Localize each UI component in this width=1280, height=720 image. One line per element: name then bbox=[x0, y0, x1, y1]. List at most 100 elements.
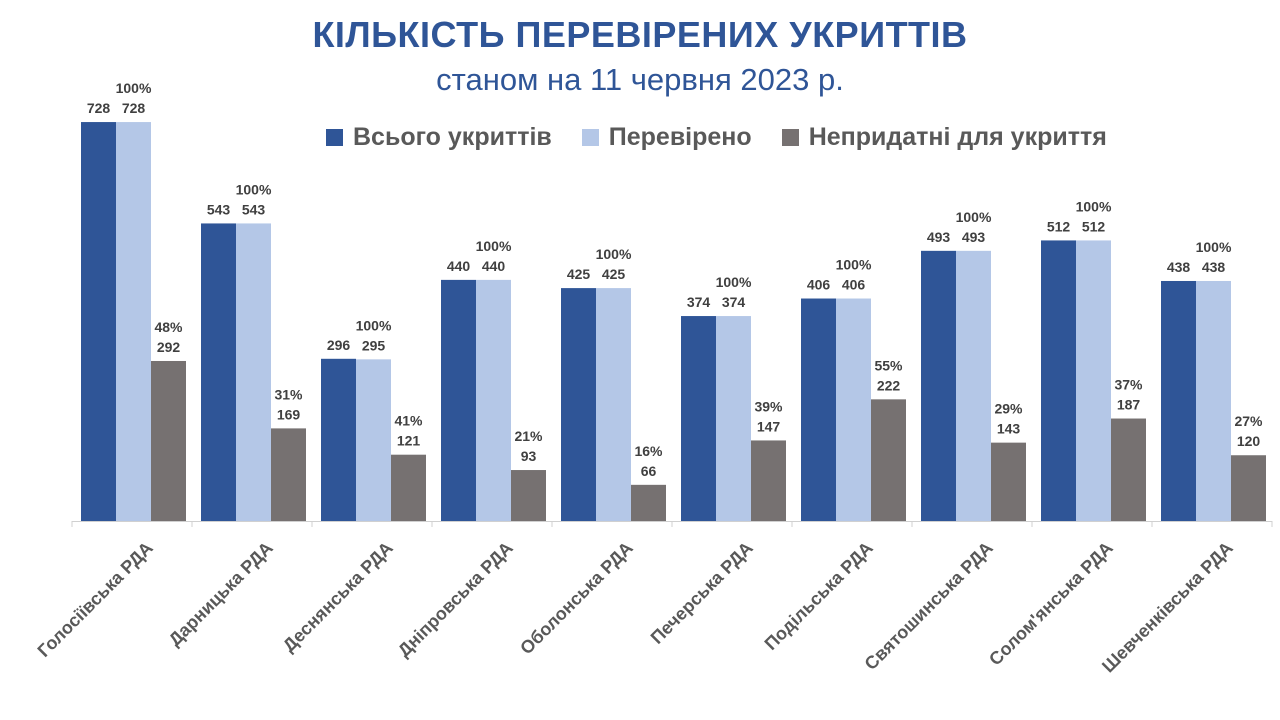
percent-label-unfit: 16% bbox=[634, 443, 663, 459]
data-label-checked: 512 bbox=[1082, 218, 1106, 234]
data-label-unfit: 143 bbox=[997, 421, 1021, 437]
percent-label-checked: 100% bbox=[836, 257, 872, 273]
data-label-total: 543 bbox=[207, 201, 231, 217]
data-label-unfit: 292 bbox=[157, 339, 181, 355]
percent-label-checked: 100% bbox=[1196, 239, 1232, 255]
data-label-checked: 438 bbox=[1202, 259, 1226, 275]
legend-label-total: Всього укриттів bbox=[353, 122, 552, 151]
data-label-checked: 493 bbox=[962, 229, 986, 245]
data-label-total: 406 bbox=[807, 277, 831, 293]
x-tick-label: Оболонська РДА bbox=[516, 538, 637, 659]
percent-label-checked: 100% bbox=[356, 317, 392, 333]
bar-unfit bbox=[151, 360, 186, 521]
data-label-checked: 543 bbox=[242, 201, 266, 217]
data-label-unfit: 187 bbox=[1117, 397, 1141, 413]
data-label-checked: 374 bbox=[722, 294, 746, 310]
percent-label-checked: 100% bbox=[1076, 198, 1112, 214]
data-label-total: 493 bbox=[927, 229, 951, 245]
percent-label-checked: 100% bbox=[116, 80, 152, 96]
x-tick-label: Голосіївська РДА bbox=[34, 538, 157, 661]
data-label-total: 512 bbox=[1047, 218, 1071, 234]
bar-checked bbox=[476, 279, 511, 521]
percent-label-unfit: 41% bbox=[394, 413, 423, 429]
chart-title: КІЛЬКІСТЬ ПЕРЕВІРЕНИХ УКРИТТІВ bbox=[312, 14, 968, 55]
bar-total bbox=[1041, 240, 1076, 521]
legend-label-unfit: Непридатні для укриття bbox=[808, 122, 1107, 151]
data-label-unfit: 222 bbox=[877, 377, 901, 393]
bar-total bbox=[81, 122, 116, 521]
x-tick-label: Шевченківська РДА bbox=[1098, 538, 1237, 677]
bar-checked bbox=[836, 298, 871, 521]
bar-total bbox=[201, 223, 236, 521]
data-label-checked: 728 bbox=[122, 100, 146, 116]
bar-total bbox=[801, 298, 836, 521]
bar-checked bbox=[956, 250, 991, 521]
x-tick-label: Печерська РДА bbox=[647, 538, 757, 648]
bar-unfit bbox=[1231, 455, 1266, 521]
percent-label-checked: 100% bbox=[596, 246, 632, 262]
x-tick-label: Подільська РДА bbox=[761, 538, 877, 654]
bar-unfit bbox=[1111, 418, 1146, 521]
data-label-unfit: 169 bbox=[277, 406, 301, 422]
data-label-total: 438 bbox=[1167, 259, 1191, 275]
bar-unfit bbox=[631, 484, 666, 521]
legend-item-unfit: Непридатні для укриття bbox=[781, 122, 1107, 152]
percent-label-unfit: 31% bbox=[274, 386, 303, 402]
percent-label-unfit: 27% bbox=[1234, 413, 1263, 429]
legend-item-checked: Перевірено bbox=[581, 122, 752, 152]
bar-checked bbox=[1076, 240, 1111, 521]
percent-label-checked: 100% bbox=[236, 181, 272, 197]
bar-unfit bbox=[511, 470, 546, 521]
bar-unfit bbox=[271, 428, 306, 521]
data-label-checked: 406 bbox=[842, 277, 866, 293]
bar-unfit bbox=[751, 440, 786, 521]
data-label-total: 425 bbox=[567, 266, 591, 282]
legend-swatch-total bbox=[326, 128, 343, 146]
percent-label-unfit: 29% bbox=[994, 401, 1023, 417]
data-label-total: 440 bbox=[447, 258, 471, 274]
bar-unfit bbox=[871, 399, 906, 521]
bar-total bbox=[681, 316, 716, 521]
percent-label-unfit: 37% bbox=[1114, 377, 1143, 393]
data-label-total: 296 bbox=[327, 337, 351, 353]
percent-label-checked: 100% bbox=[956, 209, 992, 225]
percent-label-unfit: 21% bbox=[514, 428, 543, 444]
bar-checked bbox=[1196, 280, 1231, 521]
chart-legend: Всього укриттів Перевірено Непридатні дл… bbox=[326, 120, 1137, 154]
data-label-unfit: 147 bbox=[757, 418, 781, 434]
data-label-total: 374 bbox=[687, 294, 711, 310]
bar-total bbox=[1161, 280, 1196, 521]
bar-total bbox=[321, 358, 356, 521]
legend-item-total: Всього укриттів bbox=[326, 123, 552, 152]
percent-label-checked: 100% bbox=[716, 274, 752, 290]
bar-total bbox=[561, 288, 596, 521]
data-label-checked: 425 bbox=[602, 266, 626, 282]
data-label-unfit: 66 bbox=[641, 463, 657, 479]
x-tick-label: Дніпровська РДА bbox=[394, 538, 517, 661]
percent-label-checked: 100% bbox=[476, 238, 512, 254]
data-label-total: 728 bbox=[87, 100, 111, 116]
percent-label-unfit: 55% bbox=[874, 357, 903, 373]
legend-swatch-unfit bbox=[781, 128, 799, 146]
chart-subtitle: станом на 11 червня 2023 р. bbox=[436, 62, 844, 97]
bar-checked bbox=[236, 223, 271, 521]
legend-label-checked: Перевірено bbox=[608, 122, 752, 151]
legend-swatch-checked bbox=[581, 128, 599, 146]
data-label-unfit: 93 bbox=[521, 448, 537, 464]
bar-checked bbox=[716, 316, 751, 521]
bar-unfit bbox=[391, 454, 426, 521]
x-tick-label: Деснянська РДА bbox=[279, 538, 397, 656]
bar-total bbox=[441, 279, 476, 521]
bar-unfit bbox=[991, 442, 1026, 521]
data-label-unfit: 120 bbox=[1237, 433, 1261, 449]
x-tick-label: Святошинська РДА bbox=[861, 538, 997, 674]
bar-total bbox=[921, 250, 956, 521]
bar-checked bbox=[116, 122, 151, 521]
data-label-checked: 295 bbox=[362, 337, 386, 353]
bar-checked bbox=[596, 288, 631, 521]
x-tick-label: Солом'янська РДА bbox=[985, 538, 1117, 670]
data-label-checked: 440 bbox=[482, 258, 506, 274]
data-label-unfit: 121 bbox=[397, 433, 421, 449]
x-tick-label: Дарницька РДА bbox=[165, 538, 277, 650]
